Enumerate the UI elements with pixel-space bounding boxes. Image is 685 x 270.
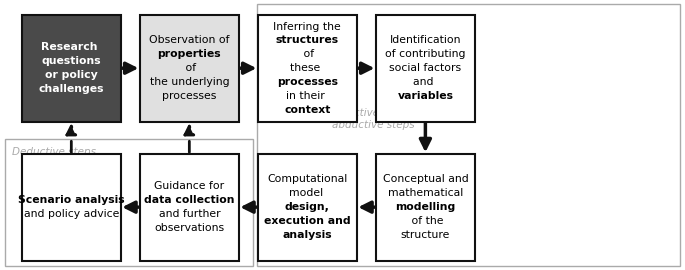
Text: Guidance for: Guidance for <box>154 181 225 191</box>
Text: of contributing: of contributing <box>385 49 466 59</box>
Text: social factors: social factors <box>389 63 462 73</box>
Text: analysis: analysis <box>282 230 332 240</box>
Text: the underlying: the underlying <box>149 77 229 87</box>
Text: model: model <box>288 188 326 198</box>
Text: modelling: modelling <box>395 202 456 212</box>
Text: structures: structures <box>276 35 339 45</box>
Text: Conceptual and: Conceptual and <box>382 174 469 184</box>
FancyBboxPatch shape <box>258 154 357 261</box>
Text: questions: questions <box>42 56 101 66</box>
Text: of: of <box>300 49 314 59</box>
Text: Inferring the: Inferring the <box>273 22 341 32</box>
Text: and: and <box>413 77 438 87</box>
Text: mathematical: mathematical <box>388 188 463 198</box>
Text: Computational: Computational <box>267 174 347 184</box>
Text: data collection: data collection <box>144 195 234 205</box>
FancyBboxPatch shape <box>376 154 475 261</box>
Text: challenges: challenges <box>38 84 104 94</box>
Text: and policy advice: and policy advice <box>23 209 119 219</box>
Text: Research: Research <box>41 42 101 52</box>
Text: of the: of the <box>408 216 443 226</box>
Text: processes: processes <box>162 91 216 101</box>
Text: these: these <box>290 63 324 73</box>
Text: Deductive steps: Deductive steps <box>12 147 96 157</box>
FancyBboxPatch shape <box>140 15 239 122</box>
Text: design,: design, <box>285 202 329 212</box>
FancyBboxPatch shape <box>140 154 239 261</box>
FancyBboxPatch shape <box>376 15 475 122</box>
Text: processes: processes <box>277 77 338 87</box>
Text: and further: and further <box>158 209 220 219</box>
FancyBboxPatch shape <box>258 15 357 122</box>
Text: of: of <box>182 63 197 73</box>
Text: execution and: execution and <box>264 216 351 226</box>
Text: or policy: or policy <box>45 70 98 80</box>
Text: context: context <box>284 105 331 115</box>
Text: in their: in their <box>286 91 329 101</box>
FancyBboxPatch shape <box>22 15 121 122</box>
Text: observations: observations <box>154 223 225 233</box>
Text: variables: variables <box>397 91 453 101</box>
Text: Identification: Identification <box>390 35 461 45</box>
FancyBboxPatch shape <box>22 154 121 261</box>
Text: Inductive and/or
abductive steps: Inductive and/or abductive steps <box>331 108 416 130</box>
Text: properties: properties <box>158 49 221 59</box>
Text: Scenario analysis: Scenario analysis <box>18 195 125 205</box>
Text: structure: structure <box>401 230 450 240</box>
Text: Observation of: Observation of <box>149 35 229 45</box>
